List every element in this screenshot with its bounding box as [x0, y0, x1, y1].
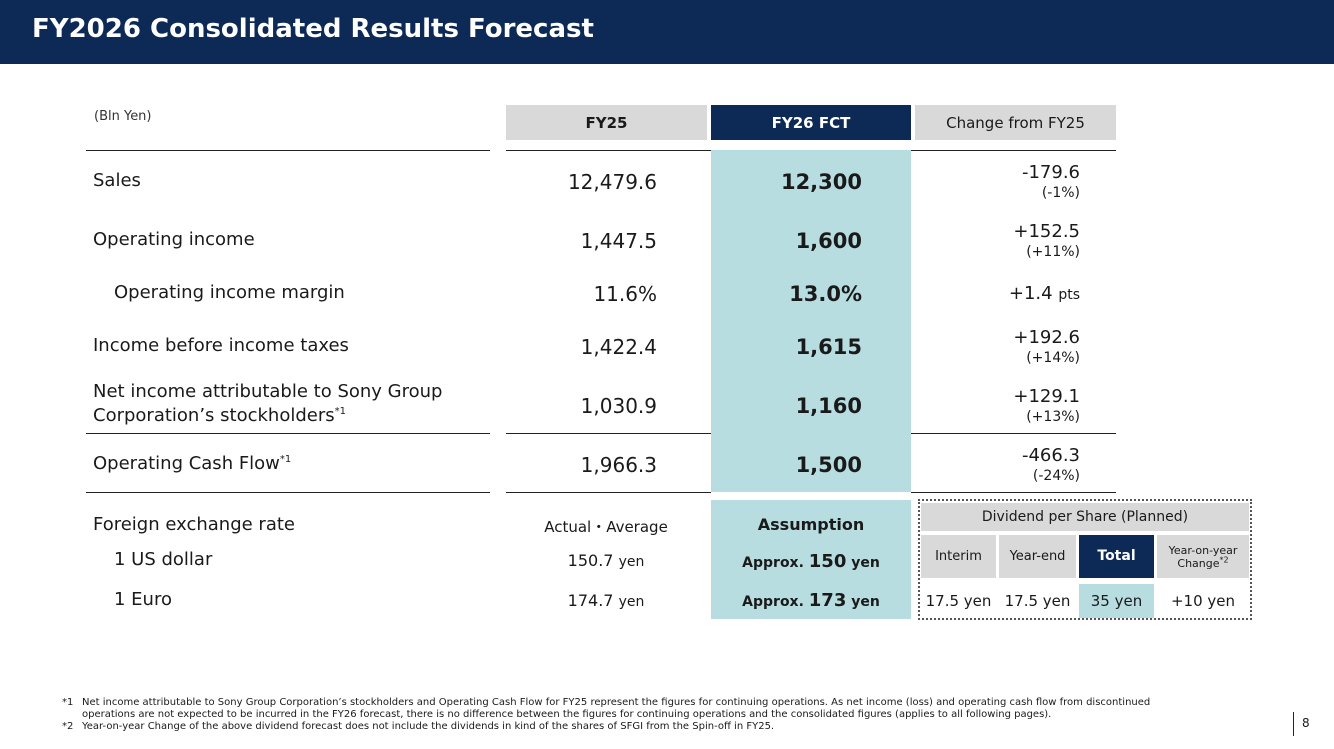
column-header-fy25: FY25 — [506, 105, 707, 140]
operating-cash-flow-change-pct: (-24%) — [1032, 468, 1080, 484]
dividend-header-total: Total — [1079, 535, 1154, 578]
divider-bottom-fy25 — [506, 492, 711, 493]
operating-cash-flow-fy25: 1,966.3 — [580, 453, 657, 477]
dividend-total-value: 35 yen — [1079, 584, 1154, 618]
sales-change: -179.6 — [1021, 162, 1080, 183]
net-income-change: +129.1 — [1013, 386, 1080, 407]
operating-cash-flow-fy26: 1,500 — [795, 453, 862, 477]
fx-usd-actual: 150.7 yen — [567, 551, 645, 570]
divider-bottom-change — [911, 492, 1116, 493]
row-label-operating-cash-flow: Operating Cash Flow*1 — [93, 453, 292, 474]
title-banner: FY2026 Consolidated Results Forecast — [0, 0, 1334, 64]
page-title: FY2026 Consolidated Results Forecast — [32, 14, 594, 44]
fx-usd-label: 1 US dollar — [114, 549, 213, 570]
operating-income-fy26: 1,600 — [795, 229, 862, 253]
row-label-operating-margin: Operating income margin — [114, 282, 345, 303]
fx-euro-assumption: Approx. 173 yen — [742, 590, 880, 611]
sales-fy25: 12,479.6 — [567, 170, 657, 194]
dividend-yoy-value: +10 yen — [1170, 592, 1236, 610]
operating-income-fy25: 1,447.5 — [580, 229, 657, 253]
footnote-2: *2 Year-on-year Change of the above divi… — [62, 721, 775, 732]
row-label-operating-income: Operating income — [93, 229, 255, 250]
operating-income-change-pct: (+11%) — [1026, 244, 1080, 260]
dividend-box — [918, 499, 1252, 620]
footnotes: *1 Net income attributable to Sony Group… — [62, 697, 1262, 733]
divider-mid-change — [911, 433, 1116, 434]
footnote-1: *1 Net income attributable to Sony Group… — [62, 697, 1151, 720]
sales-fy26: 12,300 — [780, 170, 862, 194]
income-before-taxes-fy26: 1,615 — [795, 335, 862, 359]
fx-assumption-header: Assumption — [757, 515, 865, 534]
divider-top-left — [86, 150, 490, 151]
column-header-fy26-forecast: FY26 FCT — [711, 105, 911, 140]
dividend-header-interim: Interim — [921, 535, 996, 578]
dividend-header-year-end: Year-end — [999, 535, 1076, 578]
forecast-column-highlight — [711, 150, 911, 492]
divider-mid-left — [86, 433, 490, 434]
divider-mid-fy25 — [506, 433, 711, 434]
dividend-title: Dividend per Share (Planned) — [921, 503, 1249, 531]
net-income-change-pct: (+13%) — [1026, 409, 1080, 425]
divider-top-change — [911, 150, 1116, 151]
dividend-year-end-value: 17.5 yen — [1004, 592, 1071, 610]
operating-margin-change: +1.4 pts — [1008, 283, 1080, 304]
net-income-fy25: 1,030.9 — [580, 394, 657, 418]
page-number: 8 — [1302, 716, 1310, 730]
fx-actual-average-header: Actual・Average — [544, 518, 668, 536]
operating-income-change: +152.5 — [1013, 221, 1080, 242]
fx-euro-label: 1 Euro — [114, 589, 172, 610]
row-label-sales: Sales — [93, 170, 141, 191]
page-number-divider — [1293, 712, 1294, 736]
income-before-taxes-change: +192.6 — [1013, 327, 1080, 348]
divider-bottom-left — [86, 492, 490, 493]
divider-top-fy25 — [506, 150, 711, 151]
fx-rate-label: Foreign exchange rate — [93, 514, 295, 535]
column-header-change: Change from FY25 — [915, 105, 1116, 140]
unit-label: (Bln Yen) — [94, 109, 152, 124]
row-label-income-before-taxes: Income before income taxes — [93, 335, 349, 356]
dividend-header-yoy-change: Year-on-year Change*2 — [1157, 535, 1249, 578]
row-label-net-income: Net income attributable to Sony Group Cor… — [93, 381, 443, 426]
operating-margin-fy26: 13.0% — [789, 282, 862, 306]
dividend-interim-value: 17.5 yen — [925, 592, 992, 610]
fx-usd-assumption: Approx. 150 yen — [742, 551, 880, 572]
income-before-taxes-fy25: 1,422.4 — [580, 335, 657, 359]
fx-euro-actual: 174.7 yen — [567, 591, 645, 610]
sales-change-pct: (-1%) — [1041, 185, 1080, 201]
operating-margin-fy25: 11.6% — [593, 282, 657, 306]
net-income-fy26: 1,160 — [795, 394, 862, 418]
assumption-column-highlight — [711, 500, 911, 619]
income-before-taxes-change-pct: (+14%) — [1026, 350, 1080, 366]
operating-cash-flow-change: -466.3 — [1021, 445, 1080, 466]
